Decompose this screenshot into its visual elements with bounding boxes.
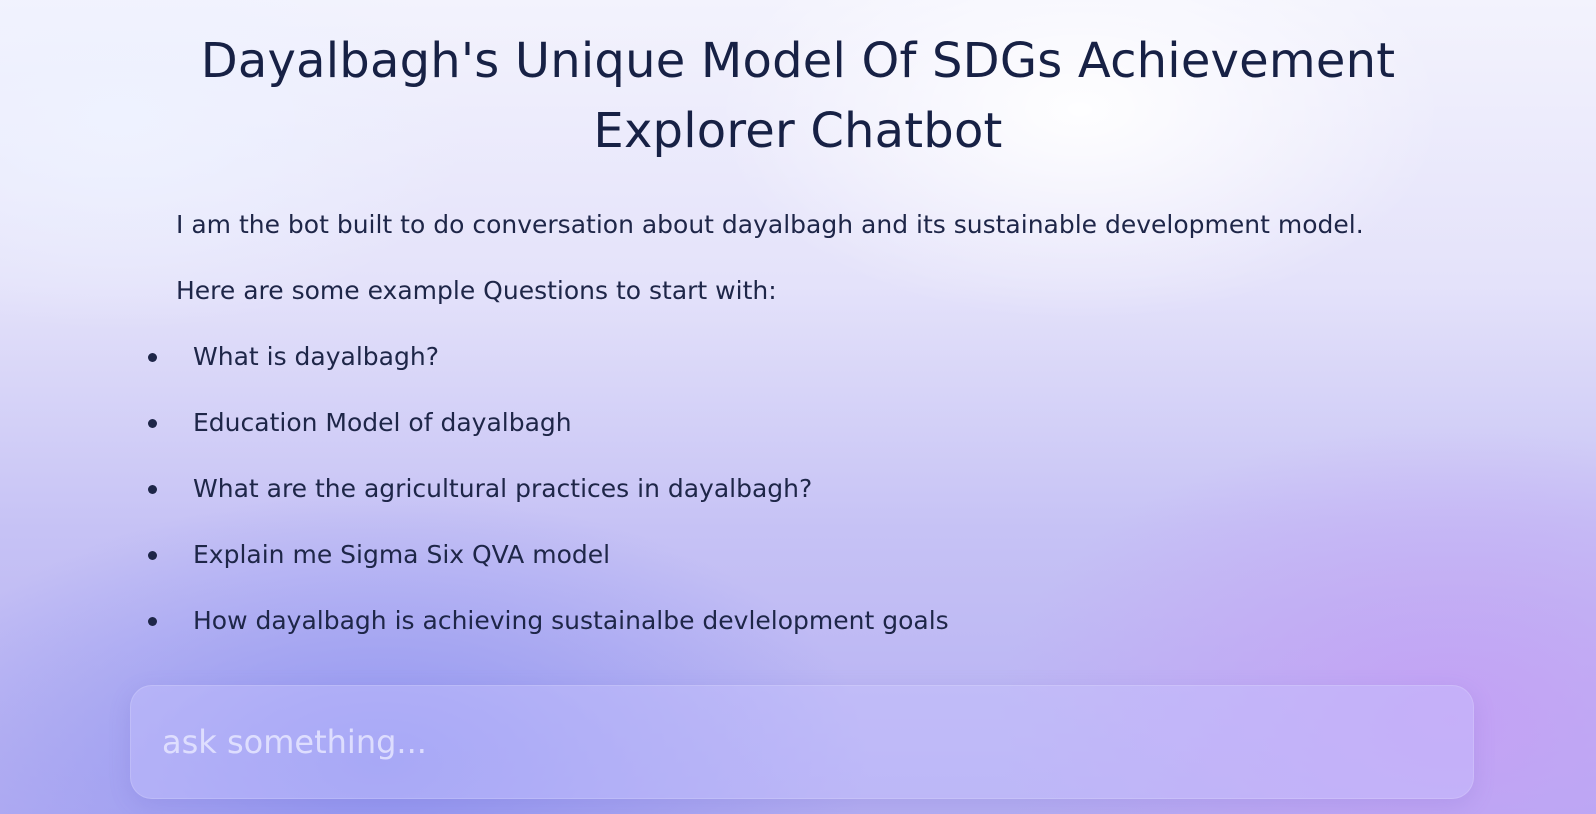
bullet-icon bbox=[148, 419, 157, 428]
chat-input[interactable] bbox=[162, 685, 1442, 799]
example-question-text: What is dayalbagh? bbox=[193, 342, 439, 371]
page-title-line-1: Dayalbagh's Unique Model Of SDGs Achieve… bbox=[200, 33, 1396, 89]
page-title-line-2: Explorer Chatbot bbox=[593, 103, 1003, 159]
bullet-icon bbox=[148, 353, 157, 362]
chat-input-container bbox=[130, 685, 1474, 799]
examples-heading: Here are some example Questions to start… bbox=[176, 276, 777, 305]
example-question-text: Education Model of dayalbagh bbox=[193, 408, 572, 437]
bullet-icon bbox=[148, 617, 157, 626]
bot-description: I am the bot built to do conversation ab… bbox=[176, 210, 1364, 239]
bullet-icon bbox=[148, 551, 157, 560]
example-question-text: How dayalbagh is achieving sustainalbe d… bbox=[193, 606, 949, 635]
example-question-text: What are the agricultural practices in d… bbox=[193, 474, 813, 503]
example-question-text: Explain me Sigma Six QVA model bbox=[193, 540, 611, 569]
page-title: Dayalbagh's Unique Model Of SDGs Achieve… bbox=[0, 26, 1596, 166]
bullet-icon bbox=[148, 485, 157, 494]
